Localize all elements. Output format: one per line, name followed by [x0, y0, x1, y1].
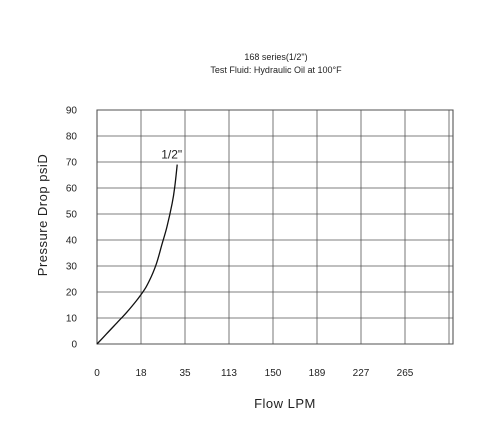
y-tick-label: 50 — [66, 210, 78, 221]
series-label: 1/2" — [161, 148, 182, 162]
x-tick-label: 265 — [397, 368, 414, 379]
series-line — [96, 164, 178, 345]
y-tick-label: 20 — [66, 288, 78, 299]
grid — [96, 109, 454, 345]
x-tick-label: 0 — [94, 368, 100, 379]
plot-frame — [96, 109, 454, 345]
y-tick-label: 60 — [66, 184, 78, 195]
y-tick-label: 10 — [66, 314, 78, 325]
y-tick-label: 40 — [66, 236, 78, 247]
x-tick-label: 18 — [135, 368, 147, 379]
chart-subtitle: Test Fluid: Hydraulic Oil at 100°F — [210, 65, 342, 75]
y-tick-label: 30 — [66, 262, 78, 273]
x-tick-label: 113 — [221, 368, 237, 379]
y-tick-labels: 0 10 20 30 40 50 60 70 80 90 — [66, 106, 78, 351]
y-tick-label: 70 — [66, 158, 78, 169]
x-axis-label: Flow LPM — [254, 396, 316, 411]
x-tick-label: 35 — [179, 368, 191, 379]
y-tick-label: 90 — [66, 106, 78, 117]
x-tick-label: 150 — [265, 368, 282, 379]
chart-title: 168 series(1/2") — [244, 52, 307, 62]
y-axis-label: Pressure Drop psiD — [35, 154, 50, 276]
x-tick-label: 189 — [309, 368, 326, 379]
x-tick-label: 227 — [353, 368, 370, 379]
x-tick-labels: 0 18 35 113 150 189 227 265 — [94, 368, 414, 379]
y-tick-label: 0 — [71, 340, 77, 351]
y-tick-label: 80 — [66, 132, 78, 143]
